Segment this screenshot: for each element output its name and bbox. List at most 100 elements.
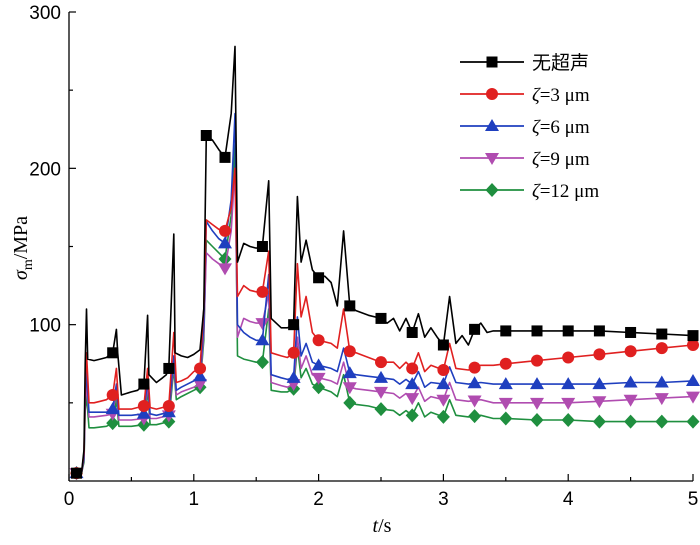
data-point-0-0	[70, 467, 82, 479]
legend-marker	[485, 183, 499, 197]
data-point-0-4	[200, 130, 212, 142]
data-point-0-14	[500, 325, 512, 337]
data-point-4-16	[561, 413, 575, 428]
legend-marker	[486, 56, 498, 68]
data-point-0-10	[375, 312, 387, 324]
data-point-3-16	[561, 397, 576, 410]
data-point-3-4	[193, 379, 208, 392]
data-point-1-18	[624, 345, 637, 358]
legend-label: ζ=3 μm	[532, 85, 590, 106]
data-point-2-8	[311, 358, 326, 371]
data-point-1-5	[219, 224, 231, 237]
y-axis-unit: /MPa	[10, 216, 32, 259]
data-point-4-13	[468, 409, 482, 424]
data-point-3-15	[530, 397, 544, 410]
data-point-1-6	[256, 285, 269, 298]
data-point-0-13	[469, 323, 481, 335]
x-axis-unit: /s	[378, 515, 392, 537]
data-point-0-20	[687, 330, 699, 342]
series-0	[70, 45, 699, 479]
data-point-2-12	[436, 377, 451, 390]
data-point-3-12	[436, 394, 451, 407]
data-point-1-11	[406, 362, 419, 375]
data-point-1-8	[312, 334, 325, 347]
legend-entry-0: 无超声	[460, 52, 589, 74]
data-point-4-12	[436, 409, 450, 424]
data-point-0-17	[593, 325, 605, 337]
data-point-0-8	[313, 272, 325, 284]
x-tick-label: 4	[563, 489, 574, 510]
data-point-2-1	[105, 402, 120, 415]
data-point-2-2	[136, 406, 151, 419]
data-point-3-17	[592, 396, 607, 409]
data-point-0-6	[256, 241, 268, 252]
y-axis-subscript: m	[21, 259, 36, 270]
data-point-3-6	[255, 318, 270, 331]
series-4	[69, 144, 700, 481]
legend-label: ζ=12 μm	[532, 181, 599, 202]
data-point-1-15	[531, 354, 543, 367]
data-point-4-18	[624, 414, 638, 429]
series-line-3	[76, 167, 694, 474]
data-point-3-14	[498, 397, 513, 410]
x-tick-label: 1	[189, 489, 200, 510]
data-point-4-17	[592, 414, 606, 429]
series-layer	[69, 45, 700, 481]
data-point-2-5	[218, 236, 232, 249]
data-point-0-9	[344, 300, 356, 312]
data-point-2-11	[405, 377, 420, 390]
data-point-1-20	[687, 338, 699, 351]
data-point-1-4	[194, 362, 207, 375]
y-tick-label: 100	[29, 316, 61, 337]
legend-entry-4: ζ=12 μm	[460, 181, 599, 202]
data-point-2-19	[654, 375, 669, 388]
data-point-1-9	[343, 345, 356, 358]
x-tick-label: 2	[313, 489, 324, 510]
data-point-4-14	[499, 411, 513, 426]
data-point-3-13	[467, 395, 482, 408]
data-point-3-20	[686, 391, 700, 404]
data-point-3-19	[654, 393, 669, 406]
x-tick-label: 0	[64, 489, 75, 510]
data-point-2-17	[592, 377, 607, 390]
legend-label: 无超声	[532, 52, 589, 74]
data-point-2-14	[498, 377, 513, 390]
data-point-4-20	[686, 414, 700, 429]
y-axis-title: σm/MPa	[10, 216, 36, 280]
series-line-0	[76, 45, 694, 474]
data-point-3-9	[342, 382, 357, 395]
data-point-2-13	[467, 376, 482, 389]
y-axis-symbol: σ	[10, 269, 32, 280]
series-1	[70, 167, 699, 480]
data-point-4-1	[106, 416, 120, 431]
data-point-1-19	[655, 342, 668, 355]
data-point-0-7	[288, 319, 300, 331]
data-point-1-3	[162, 399, 175, 412]
data-point-0-3	[163, 362, 175, 374]
data-point-4-11	[405, 408, 419, 423]
legend-marker	[485, 153, 499, 165]
data-point-4-9	[343, 395, 357, 410]
data-point-2-7	[286, 370, 301, 383]
data-point-1-10	[375, 356, 387, 369]
data-point-2-4	[193, 369, 208, 382]
legend-entry-3: ζ=9 μm	[460, 149, 590, 170]
data-point-3-10	[374, 386, 388, 399]
data-point-1-7	[287, 346, 300, 359]
data-point-2-10	[374, 370, 388, 383]
data-point-4-8	[312, 380, 326, 395]
data-point-4-19	[655, 414, 669, 429]
y-tick-label: 200	[29, 159, 61, 180]
y-tick-label: 300	[29, 3, 61, 24]
legend-entry-2: ζ=6 μm	[460, 117, 590, 138]
data-point-3-18	[623, 394, 638, 407]
x-axis-title: t/s	[373, 515, 392, 537]
data-point-2-6	[255, 333, 270, 346]
legend-entry-1: ζ=3 μm	[460, 85, 590, 106]
data-point-1-2	[137, 399, 150, 412]
legend-marker	[485, 119, 499, 131]
data-point-2-16	[561, 377, 576, 390]
data-point-1-17	[593, 348, 606, 361]
data-point-3-11	[405, 393, 420, 406]
